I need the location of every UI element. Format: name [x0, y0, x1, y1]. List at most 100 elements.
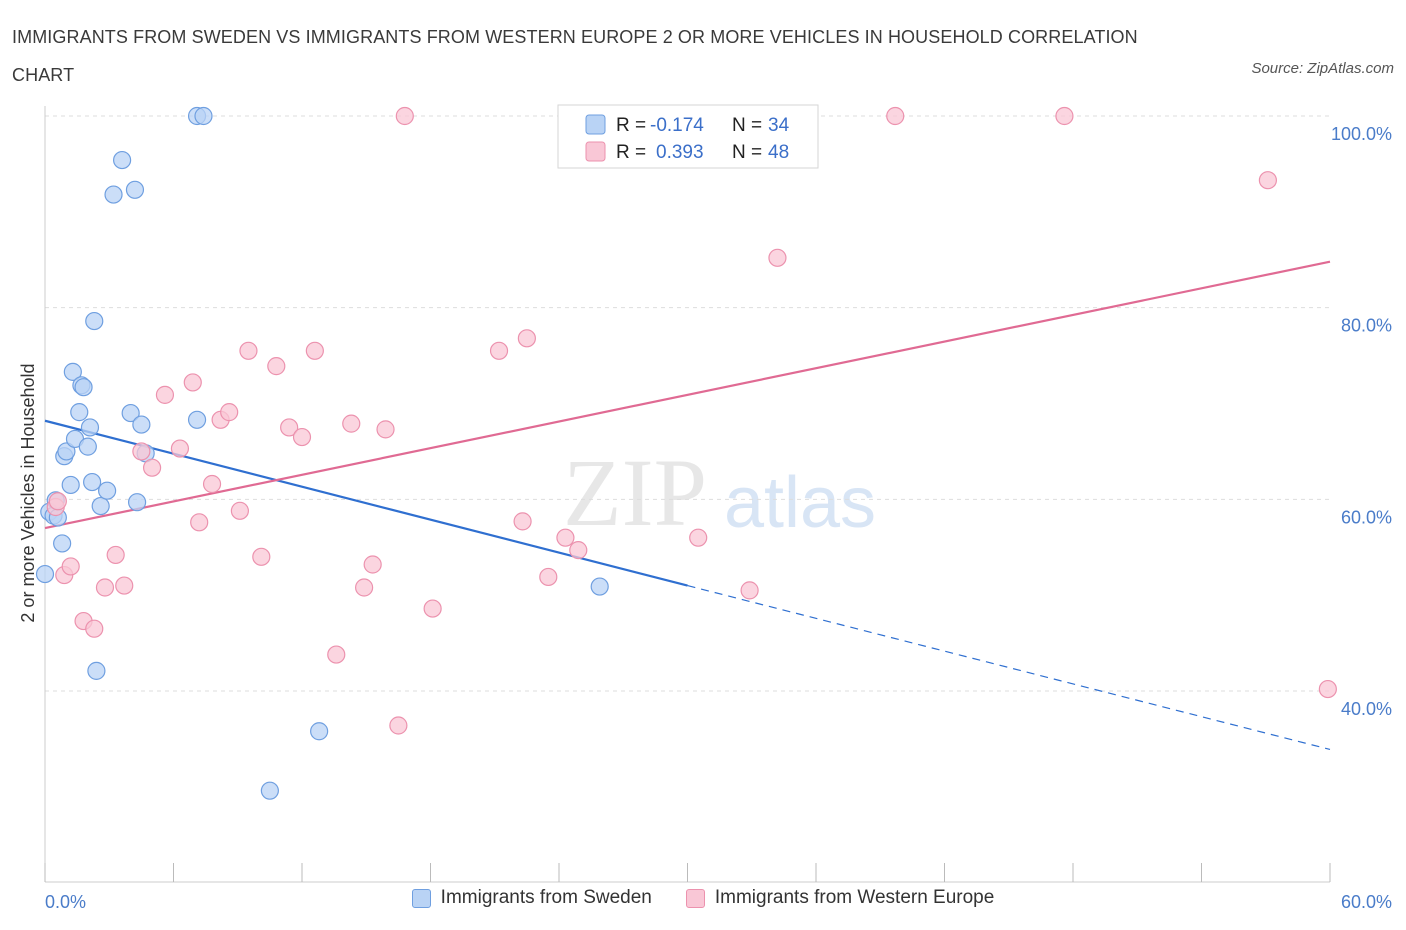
point-sweden: [83, 472, 102, 492]
source-label: Source: ZipAtlas.com: [1251, 60, 1394, 77]
legend-n-label-sweden: N =: [732, 115, 762, 136]
tick-labels: 100.0% 80.0% 60.0% 40.0% 0.0% 60.0%: [45, 124, 1392, 912]
trend-line-western-europe: [44, 260, 1331, 530]
point-western-europe: [220, 403, 239, 422]
point-western-europe: [768, 248, 787, 267]
chart-title: IMMIGRANTS FROM SWEDEN VS IMMIGRANTS FRO…: [12, 27, 1138, 85]
point-western-europe: [740, 581, 759, 600]
legend-swatch-western-europe: [585, 141, 606, 162]
axes: [44, 106, 1331, 883]
series-swatch-western-europe: [685, 888, 705, 908]
data-points: [35, 106, 1337, 800]
series-name-sweden: Immigrants from Sweden: [440, 887, 652, 908]
point-western-europe: [689, 528, 708, 547]
y-axis-title: 2 or more Vehicles in Household: [18, 363, 38, 622]
point-western-europe: [280, 418, 299, 437]
series-legend-sweden: Immigrants from Sweden: [411, 887, 652, 909]
x-tick-label: 60.0%: [1341, 892, 1392, 912]
point-western-europe: [202, 474, 222, 494]
point-sweden: [63, 362, 82, 381]
point-sweden: [121, 403, 140, 423]
trend-line-sweden-extension: [687, 585, 1331, 751]
point-western-europe: [556, 528, 575, 547]
x-tick-label: 0.0%: [45, 892, 86, 912]
point-western-europe: [423, 599, 442, 618]
correlation-legend: R = -0.174 N = 34 R = 0.393 N = 48: [557, 104, 819, 169]
point-western-europe: [342, 414, 361, 433]
point-sweden: [70, 403, 89, 422]
point-western-europe: [376, 420, 395, 439]
point-sweden: [194, 106, 213, 126]
legend-r-label-western-europe: R =: [616, 142, 646, 163]
point-sweden: [310, 722, 329, 741]
series-swatch-sweden: [411, 888, 431, 908]
point-western-europe: [363, 555, 382, 574]
y-tick-label: 60.0%: [1341, 507, 1392, 527]
point-western-europe: [539, 567, 558, 587]
legend-n-value-western-europe: 48: [768, 142, 789, 163]
point-western-europe: [183, 373, 202, 392]
point-western-europe: [170, 439, 190, 458]
point-sweden: [98, 481, 117, 500]
point-sweden: [87, 661, 106, 680]
grid-lines: [45, 115, 1330, 692]
legend-r-value-sweden: -0.174: [650, 115, 704, 136]
y-tick-label: 100.0%: [1331, 124, 1392, 144]
point-western-europe: [1318, 679, 1337, 699]
point-sweden: [78, 437, 97, 456]
point-sweden: [125, 180, 145, 199]
point-sweden: [260, 781, 279, 800]
point-sweden: [590, 577, 609, 596]
watermark-zip: ZIP: [563, 439, 707, 546]
point-western-europe: [61, 557, 80, 576]
point-western-europe: [230, 501, 249, 520]
point-western-europe: [267, 357, 286, 376]
point-western-europe: [569, 541, 588, 560]
point-western-europe: [95, 578, 115, 597]
point-sweden: [57, 442, 76, 461]
point-sweden: [85, 311, 104, 331]
point-western-europe: [85, 619, 104, 638]
legend-swatch-sweden: [585, 114, 606, 135]
point-sweden: [35, 564, 55, 584]
point-western-europe: [48, 492, 67, 511]
y-tick-label: 80.0%: [1341, 316, 1392, 336]
point-sweden: [53, 534, 72, 553]
point-sweden: [74, 378, 93, 397]
point-western-europe: [252, 547, 271, 566]
point-western-europe: [106, 545, 125, 565]
point-western-europe: [327, 645, 346, 664]
point-western-europe: [355, 578, 374, 597]
legend-n-value-sweden: 34: [768, 115, 790, 136]
point-western-europe: [389, 716, 408, 735]
point-western-europe: [513, 512, 532, 531]
point-sweden: [127, 493, 147, 512]
point-sweden: [104, 185, 123, 204]
watermark: ZIP atlas: [563, 439, 876, 546]
point-western-europe: [517, 329, 536, 348]
point-sweden: [132, 415, 151, 434]
point-western-europe: [155, 385, 175, 404]
y-tick-label: 40.0%: [1341, 699, 1392, 719]
point-western-europe: [292, 427, 312, 447]
point-western-europe: [142, 458, 162, 477]
watermark-atlas: atlas: [724, 463, 876, 543]
point-western-europe: [1258, 171, 1277, 190]
point-sweden: [80, 418, 100, 437]
point-western-europe: [395, 106, 414, 126]
point-western-europe: [305, 341, 324, 360]
point-western-europe: [132, 442, 151, 461]
series-legend: Immigrants from Sweden Immigrants from W…: [0, 887, 1406, 909]
point-sweden: [187, 410, 207, 429]
point-sweden: [61, 475, 80, 495]
point-western-europe: [190, 513, 209, 532]
point-sweden: [91, 496, 110, 516]
series-legend-western-europe: Immigrants from Western Europe: [685, 887, 995, 909]
point-western-europe: [1055, 106, 1074, 126]
legend-r-value-western-europe: 0.393: [656, 142, 704, 163]
series-name-western-europe: Immigrants from Western Europe: [714, 887, 995, 908]
point-western-europe: [115, 576, 134, 595]
legend-r-label-sweden: R =: [616, 115, 646, 136]
point-sweden: [112, 150, 132, 170]
